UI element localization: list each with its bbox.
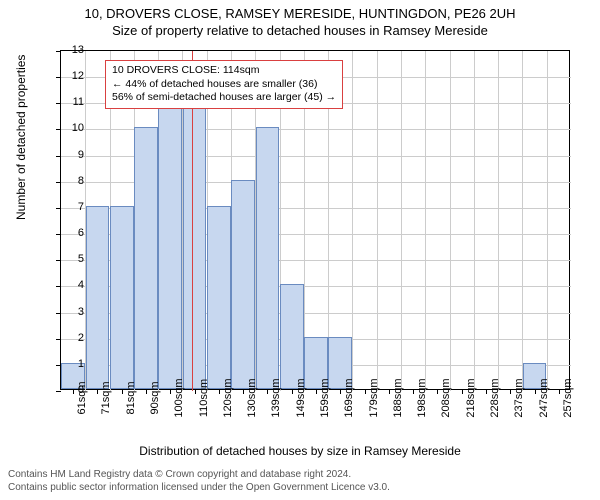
gridline-v xyxy=(522,51,523,391)
xtick-mark xyxy=(292,389,293,394)
xtick-label: 237sqm xyxy=(513,378,525,417)
xtick-label: 188sqm xyxy=(392,378,404,417)
gridline-v xyxy=(498,51,499,391)
histogram-bar xyxy=(110,206,134,389)
histogram-bar xyxy=(86,206,110,389)
ytick-label: 3 xyxy=(54,306,84,318)
gridline-v xyxy=(450,51,451,391)
annot-line2: ← 44% of detached houses are smaller (36… xyxy=(112,78,336,92)
xtick-mark xyxy=(122,389,123,394)
chart-area: 10 DROVERS CLOSE: 114sqm ← 44% of detach… xyxy=(60,50,570,390)
xtick-label: 71sqm xyxy=(100,381,112,414)
xtick-label: 257sqm xyxy=(562,378,574,417)
ytick-label: 1 xyxy=(54,358,84,370)
histogram-bar xyxy=(134,127,158,389)
xtick-mark xyxy=(462,389,463,394)
histogram-bar xyxy=(158,101,182,389)
xtick-label: 198sqm xyxy=(416,378,428,417)
xtick-label: 218sqm xyxy=(465,378,477,417)
title-line1: 10, DROVERS CLOSE, RAMSEY MERESIDE, HUNT… xyxy=(0,0,600,21)
xtick-label: 247sqm xyxy=(538,378,550,417)
xtick-label: 81sqm xyxy=(125,381,137,414)
ytick-label: 4 xyxy=(54,279,84,291)
title-line2: Size of property relative to detached ho… xyxy=(0,21,600,38)
annot-line1: 10 DROVERS CLOSE: 114sqm xyxy=(112,64,336,78)
histogram-bar xyxy=(280,284,304,389)
xtick-mark xyxy=(510,389,511,394)
ytick-label: 9 xyxy=(54,149,84,161)
ytick-label: 13 xyxy=(54,44,84,56)
x-axis-label: Distribution of detached houses by size … xyxy=(0,444,600,458)
xtick-label: 61sqm xyxy=(76,381,88,414)
xtick-mark xyxy=(243,389,244,394)
xtick-mark xyxy=(486,389,487,394)
annotation-box: 10 DROVERS CLOSE: 114sqm ← 44% of detach… xyxy=(105,60,343,109)
ytick-label: 12 xyxy=(54,70,84,82)
histogram-bar xyxy=(231,180,255,389)
gridline-v xyxy=(352,51,353,391)
xtick-mark xyxy=(340,389,341,394)
xtick-label: 90sqm xyxy=(149,381,161,414)
xtick-label: 208sqm xyxy=(440,378,452,417)
footer-line2: Contains public sector information licen… xyxy=(8,481,390,494)
gridline-v xyxy=(547,51,548,391)
xtick-mark xyxy=(146,389,147,394)
ytick-label: 11 xyxy=(54,96,84,108)
gridline-v xyxy=(474,51,475,391)
histogram-bar xyxy=(256,127,280,389)
ytick-label: 5 xyxy=(54,253,84,265)
xtick-label: 130sqm xyxy=(246,378,258,417)
xtick-mark xyxy=(170,389,171,394)
annot-line3: 56% of semi-detached houses are larger (… xyxy=(112,91,336,105)
ytick-label: 2 xyxy=(54,332,84,344)
xtick-label: 179sqm xyxy=(368,378,380,417)
xtick-label: 228sqm xyxy=(489,378,501,417)
xtick-mark xyxy=(389,389,390,394)
xtick-mark xyxy=(365,389,366,394)
gridline-v xyxy=(377,51,378,391)
xtick-label: 120sqm xyxy=(222,378,234,417)
xtick-mark xyxy=(535,389,536,394)
xtick-mark xyxy=(559,389,560,394)
xtick-label: 139sqm xyxy=(270,378,282,417)
xtick-label: 169sqm xyxy=(343,378,355,417)
histogram-bar xyxy=(183,101,207,389)
xtick-label: 100sqm xyxy=(173,378,185,417)
footer-line1: Contains HM Land Registry data © Crown c… xyxy=(8,468,390,481)
xtick-mark xyxy=(97,389,98,394)
ytick-label: 7 xyxy=(54,201,84,213)
xtick-mark xyxy=(413,389,414,394)
xtick-label: 110sqm xyxy=(198,379,210,417)
xtick-label: 159sqm xyxy=(319,378,331,417)
xtick-mark xyxy=(437,389,438,394)
xtick-mark xyxy=(267,389,268,394)
xtick-label: 149sqm xyxy=(295,378,307,417)
footer: Contains HM Land Registry data © Crown c… xyxy=(8,468,390,494)
ytick-label: 8 xyxy=(54,175,84,187)
y-axis-label: Number of detached properties xyxy=(14,55,28,220)
ytick-label: 10 xyxy=(54,122,84,134)
xtick-mark xyxy=(219,389,220,394)
xtick-mark xyxy=(195,389,196,394)
gridline-v xyxy=(401,51,402,391)
histogram-bar xyxy=(207,206,231,389)
gridline-v xyxy=(425,51,426,391)
ytick-label: 6 xyxy=(54,227,84,239)
xtick-mark xyxy=(316,389,317,394)
